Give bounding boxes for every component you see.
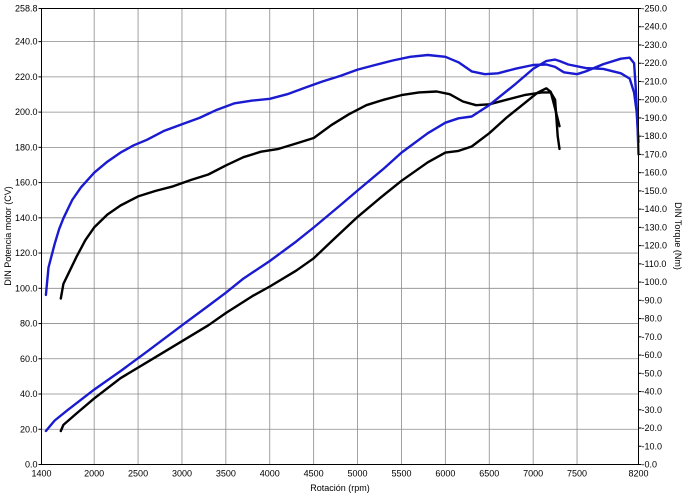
y-left-tick-label: 240.0: [15, 37, 38, 47]
y-left-tick-label: 258.8: [15, 4, 38, 14]
y-right-tick-label: -40.0: [642, 387, 663, 397]
y-left-tick-label: 200.0: [15, 107, 38, 117]
x-tick-label: 4500: [304, 469, 324, 479]
y-left-tick-label: 120.0: [15, 248, 38, 258]
y-right-tick-label: -70.0: [642, 332, 663, 342]
x-tick-label: 5500: [391, 469, 411, 479]
y-right-tick-label: -180.0: [642, 131, 668, 141]
x-tick-label: 8200: [628, 469, 648, 479]
y-left-tick-label: 100.0: [15, 283, 38, 293]
y-right-tick-label: -30.0: [642, 405, 663, 415]
y-right-tick-label: -160.0: [642, 168, 668, 178]
y-right-tick-label: -80.0: [642, 314, 663, 324]
y-right-tick-label: -150.0: [642, 186, 668, 196]
torque-curve-1: [44, 53, 640, 297]
x-tick-label: 5000: [348, 469, 368, 479]
y-left-axis-title: DIN Potencia motor (CV): [3, 186, 13, 286]
y-right-tick-label: -130.0: [642, 222, 668, 232]
x-tick-label: 1400: [31, 469, 51, 479]
y-right-tick-label: -250.0: [642, 4, 668, 14]
y-right-tick-label: -230.0: [642, 40, 668, 50]
y-right-tick-label: -200.0: [642, 95, 668, 105]
x-tick-label: 7500: [567, 469, 587, 479]
x-tick-label: 6500: [479, 469, 499, 479]
y-right-tick-label: -50.0: [642, 368, 663, 378]
y-left-tick-label: 180.0: [15, 142, 38, 152]
y-right-tick-label: -90.0: [642, 295, 663, 305]
x-axis-title: Rotación (rpm): [310, 483, 370, 493]
x-tick-label: 6000: [435, 469, 455, 479]
y-left-tick-label: 20.0: [20, 424, 38, 434]
y-left-tick-label: 60.0: [20, 354, 38, 364]
y-left-tick-label: 80.0: [20, 319, 38, 329]
y-right-tick-label: -60.0: [642, 350, 663, 360]
x-tick-label: 3500: [216, 469, 236, 479]
y-right-tick-label: -210.0: [642, 76, 668, 86]
y-right-tick-label: -220.0: [642, 58, 668, 68]
y-right-tick-label: -10.0: [642, 441, 663, 451]
torque-curve-2: [59, 90, 561, 300]
y-right-tick-label: -0.0: [642, 460, 658, 470]
y-right-tick-label: -20.0: [642, 423, 663, 433]
plot-frame: [41, 8, 639, 465]
y-right-tick-label: -120.0: [642, 241, 668, 251]
y-left-tick-label: 40.0: [20, 389, 38, 399]
y-right-tick-label: -110.0: [642, 259, 667, 269]
x-tick-label: 3000: [172, 469, 192, 479]
y-left-tick-label: 0.0: [25, 460, 38, 470]
tick-layer: 1400 2000 2500 3000 3500 4000 4500 5000 5500 6000…: [15, 4, 667, 479]
y-right-tick-label: -170.0: [642, 149, 668, 159]
x-tick-label: 2500: [128, 469, 148, 479]
y-right-tick-label: -190.0: [642, 113, 668, 123]
x-tick-label: 4000: [260, 469, 280, 479]
y-left-tick-label: 160.0: [15, 178, 38, 188]
y-left-tick-label: 140.0: [15, 213, 38, 223]
y-right-tick-label: -140.0: [642, 204, 668, 214]
y-left-tick-label: 220.0: [15, 72, 38, 82]
curve-layer: [44, 53, 640, 433]
y-right-axis-title: DIN Torque (Nm): [673, 202, 683, 270]
x-tick-label: 7000: [523, 469, 543, 479]
power-curve-4: [59, 87, 561, 433]
y-right-tick-label: -240.0: [642, 22, 668, 32]
power-curve-3: [44, 58, 640, 433]
x-tick-label: 2000: [84, 469, 104, 479]
y-right-tick-label: -100.0: [642, 277, 668, 287]
